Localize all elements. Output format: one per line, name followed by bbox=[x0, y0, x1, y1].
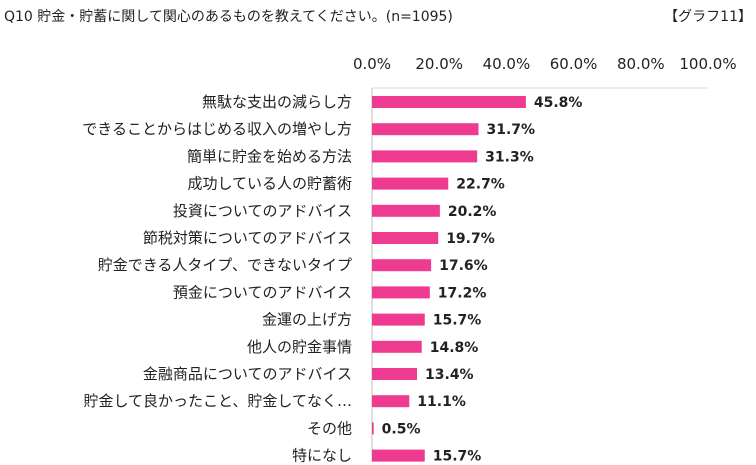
bar bbox=[372, 150, 478, 163]
category-label: 金運の上げ方 bbox=[262, 311, 352, 329]
data-label: 15.7% bbox=[433, 313, 482, 329]
x-tick-label: 40.0% bbox=[483, 55, 531, 73]
data-label: 13.4% bbox=[425, 367, 474, 383]
data-label: 20.2% bbox=[448, 204, 497, 220]
x-axis: 0.0% 20.0% 40.0% 60.0% 80.0% 100.0% bbox=[353, 55, 737, 462]
bar bbox=[372, 204, 440, 217]
value-labels: 45.8% 31.7% 31.3% 22.7% 20.2% 19.7% 17.6% 17.2%… bbox=[382, 95, 583, 465]
x-tick-label: 80.0% bbox=[617, 55, 665, 73]
category-label: 貯金して良かったこと、貯金してなく… bbox=[83, 392, 352, 410]
data-label: 15.7% bbox=[433, 449, 482, 465]
category-label: 他人の貯金事情 bbox=[247, 338, 352, 356]
bar bbox=[372, 232, 439, 244]
category-label: 成功している人の貯蓄術 bbox=[187, 175, 352, 193]
category-label: 特になし bbox=[292, 447, 352, 465]
bar bbox=[372, 340, 422, 353]
data-label: 31.7% bbox=[487, 122, 536, 138]
figure-tag: 【グラフ11】 bbox=[664, 9, 752, 25]
x-tick-label: 0.0% bbox=[353, 55, 391, 73]
bar bbox=[372, 368, 418, 380]
bar bbox=[372, 96, 526, 108]
data-label: 17.6% bbox=[439, 258, 488, 274]
data-label: 22.7% bbox=[456, 177, 505, 193]
bar bbox=[372, 395, 410, 408]
chart-title: Q10 貯金・貯蓄に関して関心のあるものを教えてください。(n=1095) bbox=[4, 9, 453, 25]
category-label: 簡単に貯金を始める方法 bbox=[187, 147, 352, 165]
data-label: 11.1% bbox=[417, 394, 466, 410]
category-label: 無駄な支出の減らし方 bbox=[202, 93, 352, 111]
category-label: 貯金できる人タイプ、できないタイプ bbox=[98, 256, 352, 274]
category-label: 金融商品についてのアドバイス bbox=[143, 365, 352, 383]
data-label: 19.7% bbox=[446, 231, 495, 247]
bar bbox=[372, 422, 374, 435]
category-label: 預金についてのアドバイス bbox=[173, 283, 352, 301]
bar bbox=[372, 313, 425, 326]
category-label: 投資についてのアドバイス bbox=[173, 202, 352, 220]
category-label: その他 bbox=[307, 419, 352, 437]
x-tick-label: 100.0% bbox=[679, 55, 736, 73]
data-label: 0.5% bbox=[382, 421, 421, 437]
bar bbox=[372, 259, 432, 272]
category-axis: 無駄な支出の減らし方できることからはじめる収入の増やし方簡単に貯金を始める方法成… bbox=[82, 93, 352, 465]
data-label: 31.3% bbox=[485, 149, 534, 165]
x-tick-label: 20.0% bbox=[415, 55, 463, 73]
bar bbox=[372, 449, 425, 462]
bar bbox=[372, 123, 479, 136]
bars bbox=[372, 96, 526, 462]
data-label: 14.8% bbox=[430, 340, 479, 356]
category-label: 節税対策についてのアドバイス bbox=[143, 229, 352, 247]
data-label: 45.8% bbox=[534, 95, 583, 111]
bar bbox=[372, 286, 430, 299]
category-label: できることからはじめる収入の増やし方 bbox=[82, 120, 352, 138]
x-tick-label: 60.0% bbox=[550, 55, 598, 73]
data-label: 17.2% bbox=[438, 285, 487, 301]
bar bbox=[372, 177, 449, 190]
